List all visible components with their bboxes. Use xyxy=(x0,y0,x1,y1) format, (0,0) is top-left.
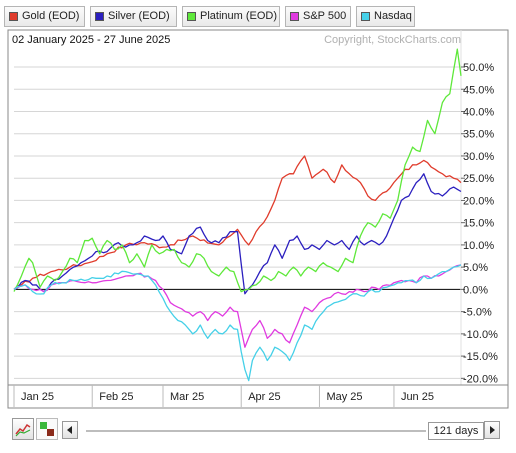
gold-swatch-icon xyxy=(9,12,18,21)
copyright-label: Copyright, StockCharts.com xyxy=(324,34,461,46)
legend-platinum-label: Platinum (EOD) xyxy=(200,10,278,22)
legend-gold[interactable]: Gold (EOD) xyxy=(4,6,85,27)
y-tick-label: 45.0% xyxy=(463,84,494,96)
legend-nasdaq-label: Nasdaq xyxy=(374,10,412,22)
x-tick-label: Jun 25 xyxy=(401,391,434,403)
right-arrow-icon[interactable] xyxy=(484,421,500,439)
x-tick-label: Apr 25 xyxy=(248,391,280,403)
series-line-platinum-eod xyxy=(13,48,462,293)
series-layer xyxy=(13,48,462,382)
series-line-gold-eod xyxy=(13,155,462,290)
performance-chart: 02 January 2025 - 27 June 2025 Copyright… xyxy=(7,29,509,409)
days-count[interactable]: 121 days xyxy=(428,422,484,440)
chart-frame xyxy=(7,29,509,409)
y-tick-label: 10.0% xyxy=(463,240,494,252)
platinum-swatch-icon xyxy=(187,12,196,21)
legend-nasdaq[interactable]: Nasdaq xyxy=(356,6,415,27)
nasdaq-swatch-icon xyxy=(361,12,370,21)
line-chart-icon[interactable] xyxy=(12,418,34,440)
sp500-swatch-icon xyxy=(290,12,299,21)
y-tick-label: 25.0% xyxy=(463,173,494,185)
scroll-track[interactable] xyxy=(86,430,426,432)
legend-silver-label: Silver (EOD) xyxy=(108,10,170,22)
series-line-silver-eod xyxy=(13,173,462,295)
y-tick-label: 15.0% xyxy=(463,218,494,230)
x-tick-label: Mar 25 xyxy=(170,391,204,403)
series-line-s-p-500 xyxy=(13,264,462,348)
y-tick-label: 35.0% xyxy=(463,129,494,141)
x-tick-label: Feb 25 xyxy=(99,391,133,403)
y-tick-label: 30.0% xyxy=(463,151,494,163)
silver-swatch-icon xyxy=(95,12,104,21)
x-axis: Jan 25 Feb 25 Mar 25 Apr 25 May 25 Jun 25 xyxy=(8,384,508,407)
legend-bar: Gold (EOD) Silver (EOD) Platinum (EOD) S… xyxy=(4,6,512,28)
y-tick-label: 50.0% xyxy=(463,62,494,74)
bar-style-icon[interactable] xyxy=(36,418,58,440)
y-tick-label: 5.0% xyxy=(463,262,488,274)
series-line-nasdaq xyxy=(13,264,462,382)
y-tick-label: 0.0% xyxy=(463,284,488,296)
chart-controls: 121 days xyxy=(8,416,508,442)
date-range-label: 02 January 2025 - 27 June 2025 xyxy=(12,34,170,46)
left-arrow-icon[interactable] xyxy=(62,421,78,439)
y-tick-label: -10.0% xyxy=(463,329,498,341)
legend-gold-label: Gold (EOD) xyxy=(22,10,80,22)
legend-platinum[interactable]: Platinum (EOD) xyxy=(182,6,280,27)
legend-sp500-label: S&P 500 xyxy=(303,10,347,22)
y-tick-label: 20.0% xyxy=(463,195,494,207)
x-tick-label: Jan 25 xyxy=(21,391,54,403)
y-tick-label: -15.0% xyxy=(463,351,498,363)
legend-silver[interactable]: Silver (EOD) xyxy=(90,6,177,27)
y-tick-label: -20.0% xyxy=(463,373,498,385)
y-tick-label: -5.0% xyxy=(463,307,492,319)
x-tick-label: May 25 xyxy=(326,391,362,403)
y-axis: 50.0% 45.0% 40.0% 35.0% 30.0% 25.0% 20.0% 15.0%… xyxy=(461,62,498,385)
legend-sp500[interactable]: S&P 500 xyxy=(285,6,351,27)
y-tick-label: 40.0% xyxy=(463,106,494,118)
